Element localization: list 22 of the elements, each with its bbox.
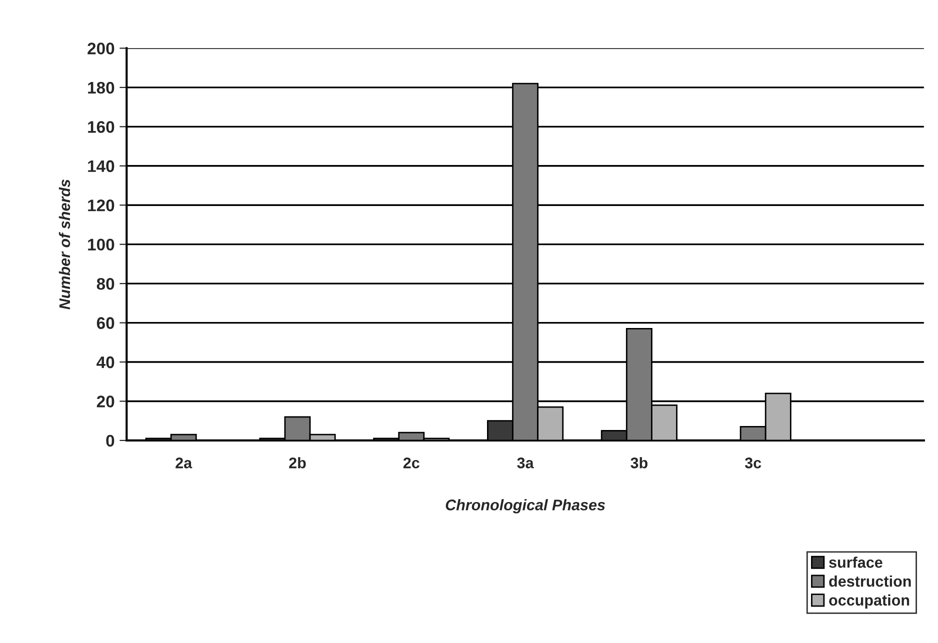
legend-label: destruction: [829, 576, 911, 587]
y-tick-label: 20: [96, 396, 114, 408]
x-axis-title: Chronological Phases: [446, 499, 605, 514]
y-tick-label: 200: [88, 42, 114, 54]
x-tick-label: 3a: [517, 458, 534, 468]
y-tick-label: 40: [96, 356, 114, 368]
y-tick-label: 140: [88, 160, 114, 172]
legend-label: surface: [829, 556, 882, 568]
x-tick-label: 2c: [403, 458, 420, 468]
y-axis-title: Number of sherds: [58, 179, 70, 310]
x-tick-label: 2a: [176, 458, 192, 468]
legend-label: occupation: [829, 594, 910, 609]
y-tick-label: 100: [88, 238, 114, 251]
x-tick-label: 3b: [630, 457, 648, 468]
y-tick-label: 160: [88, 121, 114, 133]
y-tick-label: 80: [96, 278, 114, 290]
y-tick-label: 60: [96, 317, 114, 329]
y-tick-label: 120: [88, 200, 114, 212]
x-tick-label: 3c: [744, 458, 762, 468]
y-tick-label: 0: [106, 434, 114, 447]
y-tick-label: 180: [88, 82, 114, 94]
x-tick-label: 2b: [289, 457, 306, 468]
